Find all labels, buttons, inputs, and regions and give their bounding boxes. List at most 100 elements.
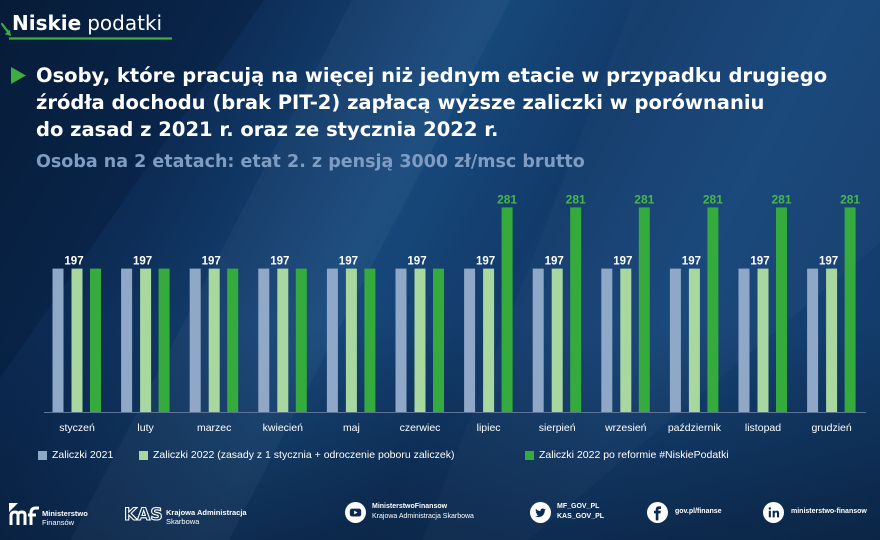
value-label-reform-month-11: 281 [771, 192, 791, 206]
linkedin-line1: ministerstwo-finansow [791, 508, 867, 515]
value-label-month-4: 197 [270, 256, 289, 268]
bar-chart: 197 styczeń 197 luty 197 marzec 197 kwiecień 197… [44, 192, 866, 434]
bar-series-2-month-12 [826, 268, 838, 412]
bar-series-2-month-9 [620, 268, 632, 412]
twitter-line2: KAS_GOV_PL [557, 512, 605, 520]
bar-series-1-month-8 [532, 268, 544, 412]
kas-logo: KAS [123, 504, 163, 525]
month-label-10: październik [668, 422, 722, 434]
bar-series-3-month-3 [227, 268, 239, 412]
bar-series-1-month-2 [121, 268, 133, 412]
bar-series-1-month-11 [738, 268, 750, 412]
bar-series-3-month-10 [707, 207, 719, 412]
bar-series-3-month-5 [364, 268, 376, 412]
value-label-month-8: 197 [545, 256, 564, 268]
bar-series-2-month-8 [551, 268, 563, 412]
legend-label: Zaliczki 2022 po reformie #NiskiePodatki [539, 449, 729, 461]
value-label-reform-month-10: 281 [703, 192, 723, 206]
youtube-line1: MinisterstwoFinansow [372, 503, 448, 510]
linkedin-text: ministerstwo-finansow [791, 507, 867, 517]
value-label-month-3: 197 [202, 256, 221, 268]
bar-series-3-month-8 [570, 207, 582, 412]
legend-item-zaliczki-2022-po-reformie: Zaliczki 2022 po reformie #NiskiePodatki [525, 448, 729, 462]
bar-series-2-month-3 [208, 268, 220, 412]
month-label-11: listopad [745, 422, 781, 434]
chart-subtitle: Osoba na 2 etatach: etat 2. z pensją 300… [36, 152, 585, 172]
month-label-3: marzec [197, 422, 231, 434]
twitter-text: MF_GOV_PL KAS_GOV_PL [557, 502, 604, 521]
bar-series-1-month-1 [52, 268, 64, 412]
linkedin-icon [763, 502, 784, 523]
ministerstwo-finansow-logo [9, 503, 39, 525]
youtube-text: MinisterstwoFinansow Krajowa Administrac… [372, 502, 474, 521]
value-label-reform-month-9: 281 [634, 192, 654, 206]
bar-series-1-month-9 [601, 268, 613, 412]
value-label-reform-month-8: 281 [566, 192, 586, 206]
month-label-6: czerwiec [400, 422, 441, 434]
facebook-text: gov.pl/finanse [675, 507, 722, 517]
value-label-month-12: 197 [819, 256, 838, 268]
bar-series-1-month-3 [189, 268, 201, 412]
bar-series-2-month-5 [345, 268, 357, 412]
month-label-4: kwiecień [263, 422, 303, 434]
month-label-2: luty [137, 422, 154, 434]
bar-series-2-month-11 [757, 268, 769, 412]
bar-series-2-month-7 [483, 268, 495, 412]
bar-series-3-month-7 [501, 207, 513, 412]
month-label-7: lipiec [477, 422, 501, 434]
bar-series-3-month-4 [295, 268, 307, 412]
value-label-month-2: 197 [133, 256, 152, 268]
month-label-5: maj [343, 422, 360, 434]
value-label-month-10: 197 [682, 256, 701, 268]
bar-series-2-month-1 [71, 268, 83, 412]
facebook-icon [647, 502, 668, 523]
value-label-month-1: 197 [64, 256, 83, 268]
bar-series-3-month-11 [776, 207, 787, 412]
value-label-month-5: 197 [339, 256, 358, 268]
twitter-icon [530, 502, 551, 523]
bar-series-2-month-10 [688, 268, 700, 412]
bar-series-2-month-6 [414, 268, 426, 412]
bar-series-3-month-1 [90, 268, 101, 412]
mf-name-line2: Finansów [42, 517, 75, 527]
brand-bold-text: Niskie [12, 11, 82, 35]
twitter-line1: MF_GOV_PL [557, 503, 600, 510]
kas-logo-letters: KAS [124, 505, 163, 525]
value-label-month-9: 197 [613, 256, 632, 268]
bar-series-3-month-9 [638, 207, 650, 412]
month-label-1: styczeń [59, 422, 95, 434]
value-label-reform-month-7: 281 [497, 192, 517, 206]
legend-label: Zaliczki 2021 [52, 449, 114, 461]
month-label-12: grudzień [811, 422, 851, 434]
brand-underline [0, 22, 172, 40]
youtube-icon [345, 502, 366, 523]
legend-swatch [38, 450, 47, 460]
title-arrow-icon [11, 67, 26, 84]
mf-name-line1: Ministerstwo [42, 509, 88, 518]
bar-series-1-month-7 [464, 268, 476, 412]
bar-series-2-month-4 [277, 268, 289, 412]
value-label-month-7: 197 [476, 256, 495, 268]
bar-series-3-month-6 [433, 268, 444, 412]
brand-regular-text: podatki [87, 11, 163, 35]
bar-series-1-month-12 [807, 268, 819, 412]
month-label-9: wrzesień [604, 422, 647, 434]
bar-series-1-month-6 [395, 268, 407, 412]
legend-swatch [525, 450, 534, 460]
legend-item-zaliczki-2022: Zaliczki 2022 (zasady z 1 stycznia + odr… [139, 448, 454, 462]
value-label-month-6: 197 [407, 256, 426, 268]
bar-series-3-month-2 [158, 268, 170, 412]
bar-series-2-month-2 [140, 268, 152, 412]
facebook-line1: gov.pl/finanse [675, 508, 722, 515]
bar-series-1-month-10 [669, 268, 681, 412]
month-label-8: sierpień [539, 422, 576, 434]
brand-logo: Niskie podatki [12, 11, 162, 35]
legend-label: Zaliczki 2022 (zasady z 1 stycznia + odr… [153, 449, 455, 461]
page-title: Osoby, które pracują na więcej niż jedny… [36, 64, 828, 141]
kas-name-line1: Krajowa Administracja [166, 508, 247, 517]
ministerstwo-finansow-text: Ministerstwo Finansów [42, 509, 88, 527]
value-label-month-11: 197 [750, 256, 769, 268]
value-label-reform-month-12: 281 [840, 192, 860, 206]
legend-item-zaliczki-2021: Zaliczki 2021 [38, 448, 113, 462]
bar-series-3-month-12 [844, 207, 856, 412]
